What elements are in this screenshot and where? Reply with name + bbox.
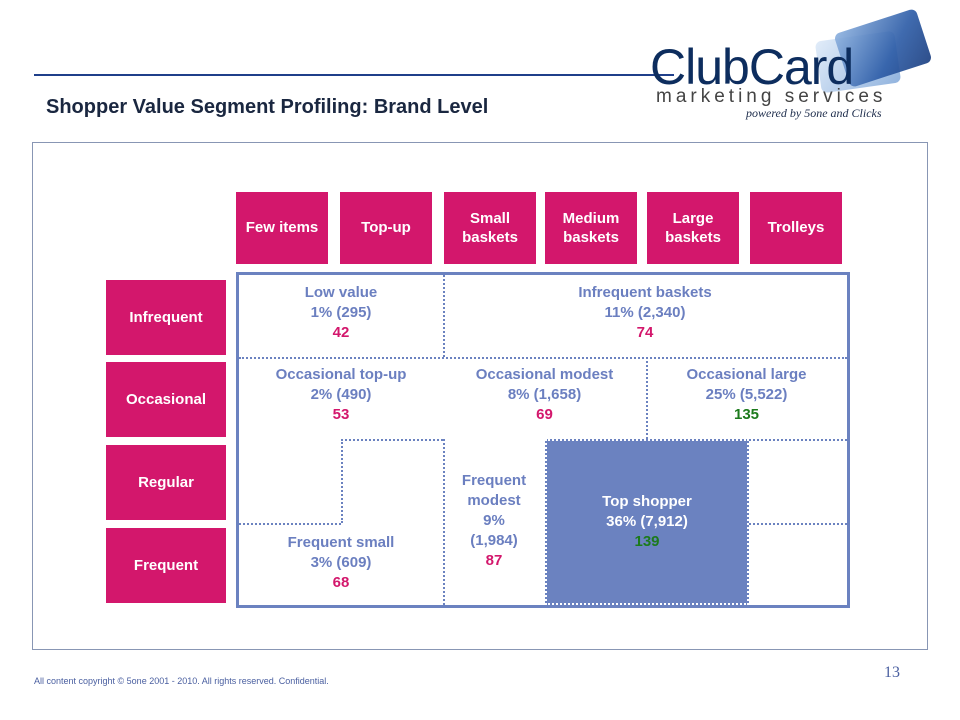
- copyright-notice: All content copyright © 5one 2001 - 2010…: [34, 676, 329, 686]
- column-header-top-up: Top-up: [340, 192, 432, 264]
- divider: [341, 439, 343, 523]
- divider: [341, 439, 443, 441]
- index-value: 42: [332, 324, 350, 341]
- clubcard-logo: ClubCard marketing services powered by 5…: [650, 8, 940, 120]
- divider: [239, 523, 341, 525]
- column-header-large-baskets: Large baskets: [647, 192, 739, 264]
- logo-tagline: powered by 5one and Clicks: [746, 106, 882, 120]
- header-rule: [34, 74, 674, 76]
- segment-low-value: Low value 1% (295) 42: [239, 283, 443, 343]
- page-title: Shopper Value Segment Profiling: Brand L…: [46, 96, 489, 118]
- index-value: 53: [332, 406, 350, 423]
- segment-occasional-top-up: Occasional top-up 2% (490) 53: [239, 365, 443, 425]
- column-header-medium-baskets: Medium baskets: [545, 192, 637, 264]
- index-value: 87: [485, 552, 503, 569]
- row-header-infrequent: Infrequent: [106, 280, 226, 355]
- segment-top-shopper: Top shopper 36% (7,912) 139: [545, 439, 749, 605]
- divider: [239, 357, 847, 359]
- divider: [749, 523, 847, 525]
- segment-infrequent-baskets: Infrequent baskets 11% (2,340) 74: [443, 283, 847, 343]
- segment-occasional-modest: Occasional modest 8% (1,658) 69: [443, 365, 646, 425]
- column-header-few-items: Few items: [236, 192, 328, 264]
- page-number: 13: [884, 664, 900, 681]
- segment-frequent-modest: Frequent modest 9% (1,984) 87: [443, 471, 545, 571]
- divider: [443, 439, 445, 605]
- index-value: 74: [636, 324, 654, 341]
- segment-grid: Low value 1% (295) 42 Infrequent baskets…: [236, 272, 850, 608]
- row-header-frequent: Frequent: [106, 528, 226, 603]
- logo-subtitle: marketing services: [656, 86, 887, 107]
- segment-frequent-small: Frequent small 3% (609) 68: [239, 533, 443, 593]
- content-frame: [32, 142, 928, 650]
- divider: [646, 357, 648, 439]
- index-value: 68: [332, 574, 350, 591]
- divider: [749, 439, 847, 441]
- segment-occasional-large: Occasional large 25% (5,522) 135: [646, 365, 847, 425]
- divider: [443, 275, 445, 357]
- column-header-small-baskets: Small baskets: [444, 192, 536, 264]
- row-header-occasional: Occasional: [106, 362, 226, 437]
- index-value: 139: [634, 533, 660, 550]
- row-header-regular: Regular: [106, 445, 226, 520]
- column-header-trolleys: Trolleys: [750, 192, 842, 264]
- logo-wordmark: ClubCard: [650, 39, 854, 95]
- index-value: 69: [536, 406, 553, 423]
- index-value: 135: [733, 406, 760, 423]
